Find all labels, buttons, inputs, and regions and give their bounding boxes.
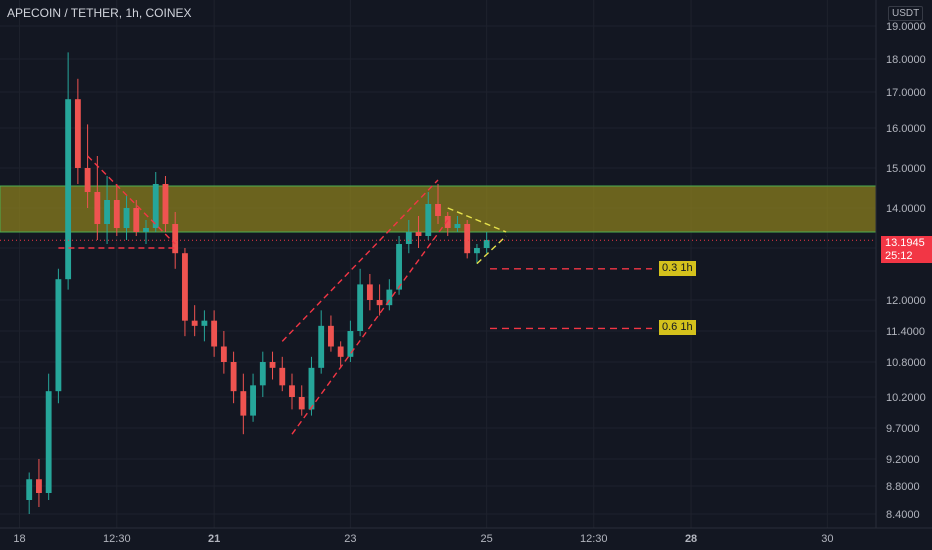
time-tick-label: 12:30	[580, 533, 608, 545]
candle-body	[357, 284, 364, 331]
candle-body	[454, 224, 461, 228]
time-tick-label: 30	[821, 533, 833, 545]
candle-body	[182, 253, 188, 321]
price-tick-label: 17.0000	[886, 87, 926, 99]
candle-body	[191, 320, 198, 326]
price-tick-label: 14.0000	[886, 203, 926, 215]
price-tick-label: 19.0000	[886, 21, 926, 33]
pattern-annotations	[58, 155, 507, 435]
candle-body	[84, 168, 91, 192]
candle-body	[152, 184, 159, 228]
candle-body	[104, 200, 110, 224]
candle-body	[65, 99, 72, 280]
price-tick-label: 9.7000	[886, 423, 920, 435]
level-tag-0-3: 0.3 1h	[659, 260, 696, 276]
candle-body	[415, 232, 422, 236]
current-price-value: 13.1945	[885, 237, 925, 249]
candle-body	[26, 479, 33, 500]
time-tick-label: 21	[208, 533, 220, 545]
time-tick-label: 25	[481, 533, 493, 545]
candle-body	[337, 346, 344, 357]
price-tick-label: 11.4000	[886, 326, 925, 338]
candle-body	[240, 391, 247, 416]
candlestick-series	[26, 52, 490, 514]
candle-body	[172, 224, 179, 254]
candle-body	[328, 325, 334, 347]
price-tick-label: 18.0000	[886, 54, 926, 66]
candle-body	[396, 244, 402, 290]
candle-body	[444, 216, 451, 228]
time-tick-label: 18	[13, 533, 25, 545]
candle-body	[347, 331, 354, 357]
candle-body	[211, 320, 218, 347]
price-tick-label: 10.8000	[886, 357, 926, 369]
price-axis-bg	[876, 0, 932, 550]
candle-body	[74, 99, 81, 168]
candle-body	[162, 184, 169, 224]
grid-lines	[0, 0, 876, 528]
candle-countdown: 25:12	[885, 250, 913, 262]
time-tick-label: 28	[685, 533, 697, 545]
target-level-lines	[490, 268, 652, 330]
candle-body	[55, 279, 62, 392]
time-tick-label: 12:30	[103, 533, 131, 545]
price-tick-label: 16.0000	[886, 123, 926, 135]
price-tick-label: 8.8000	[886, 481, 920, 493]
price-tick-label: 10.2000	[886, 392, 926, 404]
candle-body	[36, 479, 42, 493]
candle-body	[279, 367, 286, 386]
annotation-descending-line	[87, 155, 176, 245]
candle-body	[474, 248, 480, 254]
candle-body	[45, 391, 52, 493]
candle-body	[298, 397, 305, 410]
candle-body	[230, 362, 237, 392]
candle-body	[308, 367, 315, 410]
candle-body	[425, 204, 432, 236]
candle-body	[143, 228, 149, 232]
candle-body	[259, 362, 266, 386]
annotation-channel-lower	[291, 219, 449, 435]
candle-body	[201, 320, 208, 326]
candle-body	[386, 289, 393, 306]
candle-body	[113, 200, 120, 228]
annotation-triangle-lower	[476, 235, 507, 265]
price-tick-label: 8.4000	[886, 509, 920, 521]
time-tick-label: 23	[344, 533, 356, 545]
candle-body	[366, 284, 373, 300]
candle-body	[464, 224, 471, 254]
candle-body	[220, 346, 227, 362]
price-tick-label: 15.0000	[886, 163, 926, 175]
candle-body	[250, 385, 256, 416]
candle-body	[483, 240, 490, 248]
candle-body	[94, 192, 101, 224]
candle-body	[133, 208, 140, 232]
time-axis[interactable]: 18 12:30 21 23 25 12:30 28 30	[0, 527, 932, 545]
current-price-tag: 13.1945 25:12	[881, 236, 932, 263]
price-tick-label: 12.0000	[886, 295, 926, 307]
candle-body	[405, 232, 412, 244]
annotation-channel-upper	[281, 179, 439, 342]
chart-title: APECOIN / TETHER, 1h, COINEX	[7, 6, 192, 20]
candle-body	[289, 385, 295, 397]
price-axis[interactable]: 19.0000 18.0000 17.0000 16.0000 15.0000 14.00…	[875, 0, 932, 550]
candle-body	[123, 208, 130, 228]
currency-unit[interactable]: USDT	[888, 6, 924, 21]
price-tick-label: 9.2000	[886, 454, 920, 466]
level-tag-0-6: 0.6 1h	[659, 320, 696, 336]
candle-body	[376, 300, 383, 306]
candle-body	[435, 204, 441, 216]
candle-body	[269, 362, 276, 368]
candle-body	[318, 325, 325, 368]
annotation-triangle-upper	[447, 207, 507, 233]
